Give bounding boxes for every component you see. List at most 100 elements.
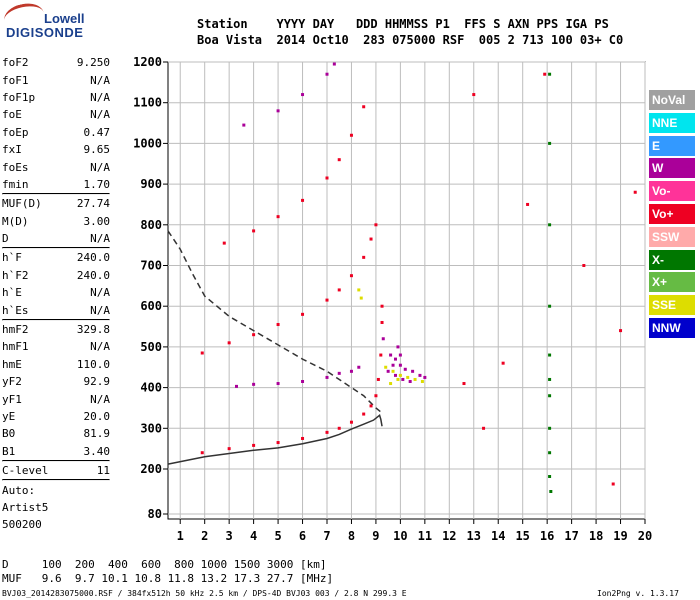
y-tick-label: 1200 xyxy=(133,55,162,69)
header-line-2: Boa Vista 2014 Oct10 283 075000 RSF 005 … xyxy=(197,33,624,47)
echo-point xyxy=(379,353,383,357)
echo-point xyxy=(357,288,361,292)
echo-point xyxy=(398,363,402,367)
echo-point xyxy=(396,377,400,381)
param-value: 20.0 xyxy=(83,410,111,423)
echo-point xyxy=(548,377,552,381)
legend-entry: NNE xyxy=(649,112,695,133)
echo-point xyxy=(406,375,410,379)
echo-point xyxy=(411,369,415,373)
echo-point xyxy=(548,223,552,227)
separator xyxy=(2,459,110,462)
param-name: foE xyxy=(2,108,22,122)
param-row: hmF1 N/A xyxy=(2,338,110,355)
param-value: 9.65 xyxy=(83,143,111,157)
x-tick-label: 17 xyxy=(564,529,578,543)
param-name: h`Es xyxy=(2,303,29,317)
y-tick-label: 700 xyxy=(140,259,162,273)
param-row: foF1p N/A xyxy=(2,89,110,106)
echo-point xyxy=(337,371,341,375)
x-tick-label: 16 xyxy=(540,529,554,543)
y-tick-label: 500 xyxy=(140,340,162,354)
param-name: foEp xyxy=(2,125,29,139)
echo-point xyxy=(413,377,417,381)
echo-point xyxy=(325,176,329,180)
legend-entry: SSE xyxy=(649,295,695,316)
echo-point xyxy=(222,241,226,245)
param-value: 27.74 xyxy=(76,197,110,211)
param-value: 329.8 xyxy=(76,323,110,337)
echo-point xyxy=(398,353,402,357)
echo-point xyxy=(325,430,329,434)
parameter-panel: foF2 9.250 foF1 N/A foF1p N/A foE N/A foEp 0.47 fx… xyxy=(2,54,110,534)
param-row: foEp 0.47 xyxy=(2,124,110,141)
legend-entry: SSW xyxy=(649,226,695,247)
param-value: 92.9 xyxy=(83,375,111,389)
param-name: M(D) xyxy=(2,214,29,228)
param-name: B0 xyxy=(2,427,16,441)
legend-entry: Vo+ xyxy=(649,203,695,224)
param-value: N/A xyxy=(90,392,110,406)
echo-point xyxy=(349,420,353,424)
echo-point xyxy=(386,369,390,373)
echo-point xyxy=(349,133,353,137)
x-tick-label: 6 xyxy=(299,529,306,543)
x-tick-label: 4 xyxy=(250,529,257,543)
echo-point xyxy=(276,215,280,219)
plot-frame xyxy=(167,61,646,520)
param-value: N/A xyxy=(90,108,110,122)
echo-point xyxy=(548,141,552,145)
param-name: h`F2 xyxy=(2,268,29,282)
param-name: yF1 xyxy=(2,392,22,406)
legend-entry: W xyxy=(649,158,695,179)
param-row: h`F2 240.0 xyxy=(2,267,110,284)
echo-point xyxy=(369,404,373,408)
param-row: MUF(D) 27.74 xyxy=(2,195,110,212)
param-name: h`E xyxy=(2,286,22,300)
echo-point xyxy=(396,345,400,349)
echo-point xyxy=(301,312,305,316)
profile-curve xyxy=(167,413,383,465)
param-row: B0 81.9 xyxy=(2,425,110,442)
param-name: hmF1 xyxy=(2,340,29,354)
echo-point xyxy=(549,490,553,493)
echo-point xyxy=(380,304,384,308)
footer-file-info: BVJ03_2014283075000.RSF / 384fx512h 50 k… xyxy=(2,589,407,598)
param-value: 1.70 xyxy=(83,177,111,191)
x-tick-label: 7 xyxy=(323,529,330,543)
param-value: N/A xyxy=(90,73,110,87)
param-row: yF1 N/A xyxy=(2,390,110,407)
param-group-2: MUF(D) 27.74 M(D) 3.00 D N/A xyxy=(2,195,110,247)
y-tick-label: 200 xyxy=(140,462,162,476)
echo-point xyxy=(611,482,615,486)
echo-point xyxy=(227,341,231,345)
echo-point xyxy=(374,223,378,227)
param-name: hmE xyxy=(2,357,22,371)
echo-point xyxy=(362,412,366,416)
y-tick-label: 600 xyxy=(140,299,162,313)
x-tick-label: 1 xyxy=(177,529,184,543)
legend-entry: NNW xyxy=(649,317,695,338)
x-tick-label: 8 xyxy=(348,529,355,543)
y-tick-label: 80 xyxy=(148,507,162,521)
param-value: 240.0 xyxy=(76,268,110,282)
echo-point xyxy=(325,72,329,76)
x-tick-label: 10 xyxy=(393,529,407,543)
muf-distance-row: D 100 200 400 600 800 1000 1500 3000 [km… xyxy=(2,558,327,571)
param-row: foEs N/A xyxy=(2,158,110,175)
param-name: hmF2 xyxy=(2,323,29,337)
param-row: foE N/A xyxy=(2,106,110,123)
x-tick-label: 2 xyxy=(201,529,208,543)
x-tick-label: 5 xyxy=(274,529,281,543)
param-row: h`Es N/A xyxy=(2,301,110,318)
auto-artist: Artist5 xyxy=(2,500,49,514)
echo-point xyxy=(362,105,366,109)
param-row: yE 20.0 xyxy=(2,408,110,425)
echo-point xyxy=(408,379,412,383)
param-value: N/A xyxy=(90,90,110,104)
x-tick-label: 11 xyxy=(418,529,432,543)
param-row: fxI 9.65 xyxy=(2,141,110,158)
echo-point xyxy=(420,379,424,383)
echo-point xyxy=(325,298,329,302)
legend-entry: Vo- xyxy=(649,181,695,202)
